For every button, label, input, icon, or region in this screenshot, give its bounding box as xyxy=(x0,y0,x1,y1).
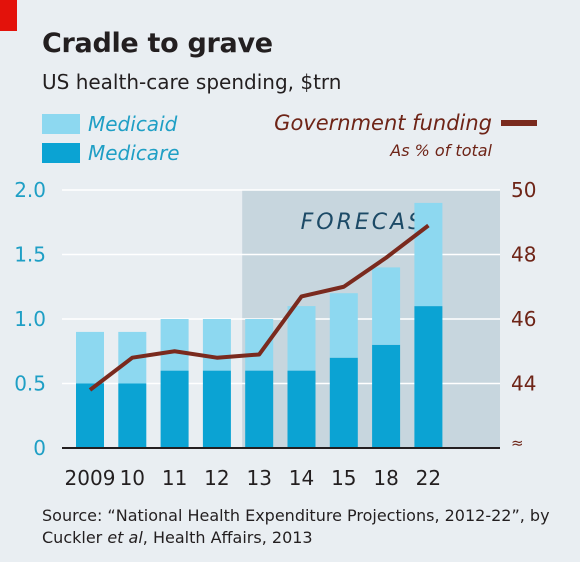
x-tick-label: 15 xyxy=(331,466,356,490)
x-tick-label: 22 xyxy=(416,466,441,490)
bar-medicaid xyxy=(76,331,104,384)
bar-medicaid xyxy=(160,319,189,371)
bar-medicaid xyxy=(245,319,274,371)
bar-medicare xyxy=(245,370,274,448)
legend-label-government-funding: Government funding xyxy=(274,111,492,135)
legend-medicare: Medicare xyxy=(42,141,180,165)
y2-tick-label: 44 xyxy=(511,372,536,396)
bar-medicare xyxy=(118,383,147,448)
x-tick-label: 11 xyxy=(162,466,187,490)
x-tick-label: 13 xyxy=(246,466,271,490)
bar-medicaid xyxy=(287,306,316,371)
legend-swatch-medicaid xyxy=(42,114,80,134)
source-text: Source: “National Health Expenditure Pro… xyxy=(42,506,550,547)
x-tick-label: 10 xyxy=(120,466,145,490)
chart-title: Cradle to grave xyxy=(42,28,273,59)
source-note: Source: “National Health Expenditure Pro… xyxy=(42,505,562,549)
y-tick-label: 1.0 xyxy=(14,307,46,331)
bar-medicare xyxy=(202,370,231,448)
bar-medicaid xyxy=(372,267,401,345)
bar-medicare xyxy=(287,370,316,448)
source-text-end: , Health Affairs, 2013 xyxy=(142,528,313,547)
bar-medicaid xyxy=(202,319,231,371)
x-tick-label: 2009 xyxy=(65,466,116,490)
y-tick-label: 2.0 xyxy=(14,178,46,202)
bar-medicare xyxy=(160,370,189,448)
bar-medicare xyxy=(76,383,104,448)
brand-tag xyxy=(0,0,17,31)
y-tick-label: 0 xyxy=(33,436,46,460)
bar-medicare xyxy=(329,357,358,448)
x-tick-label: 18 xyxy=(373,466,398,490)
bar-medicare xyxy=(414,306,443,448)
y2-tick-label: 48 xyxy=(511,243,536,267)
x-tick-label: 12 xyxy=(204,466,229,490)
bar-medicare xyxy=(372,344,401,448)
x-tick-label: 14 xyxy=(289,466,314,490)
y-tick-label: 0.5 xyxy=(14,372,46,396)
legend-sublabel-percent-total: As % of total xyxy=(390,141,492,160)
bar-medicaid xyxy=(329,293,358,358)
y-tick-label: 1.5 xyxy=(14,243,46,267)
y2-tick-label: 50 xyxy=(511,178,536,202)
legend-medicaid: Medicaid xyxy=(42,112,177,136)
legend-label-medicare: Medicare xyxy=(88,141,180,165)
axis-break-icon: ≈ xyxy=(511,434,524,452)
chart-subtitle: US health-care spending, $trn xyxy=(42,70,342,94)
legend-swatch-medicare xyxy=(42,143,80,163)
legend-label-medicaid: Medicaid xyxy=(88,112,178,136)
bar-medicaid xyxy=(414,202,443,307)
y2-tick-label: 46 xyxy=(511,307,536,331)
source-et-al: et al xyxy=(107,528,143,547)
legend-line-government-funding xyxy=(501,120,537,126)
